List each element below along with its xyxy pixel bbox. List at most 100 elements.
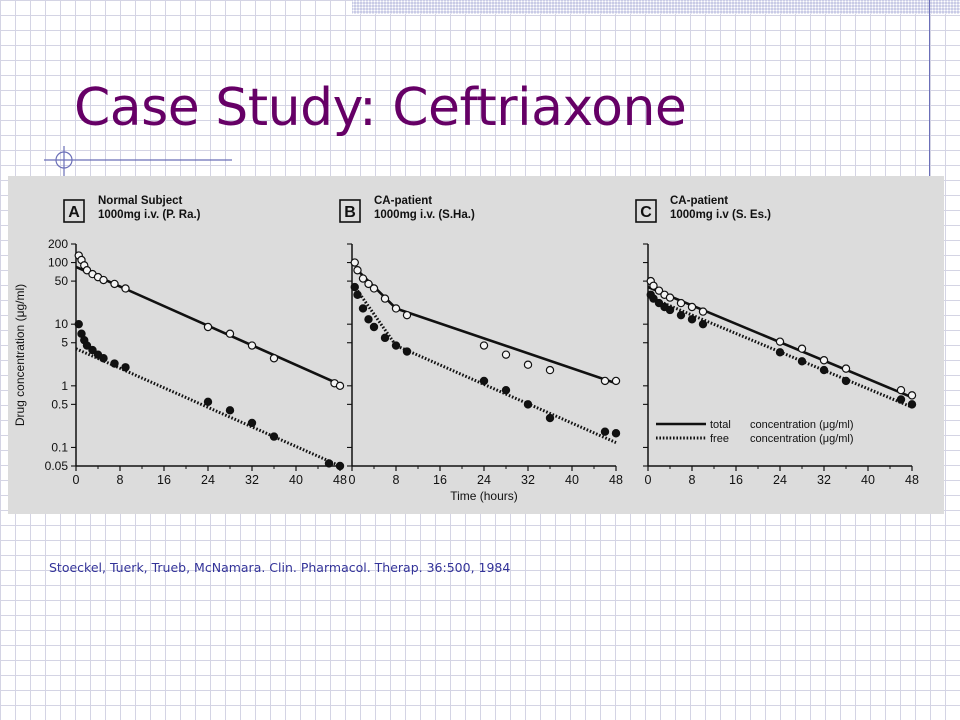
total-data-point — [335, 381, 345, 391]
x-axis-label: Time (hours) — [450, 489, 518, 503]
panel-letter: C — [640, 204, 652, 221]
free-data-point — [907, 400, 917, 409]
x-tick-label: 8 — [117, 473, 124, 487]
free-data-point — [364, 315, 373, 324]
free-fit-line — [356, 289, 617, 444]
x-tick-label: 16 — [157, 473, 171, 487]
free-data-point — [380, 333, 390, 343]
total-data-point — [545, 365, 555, 375]
legend-series-name: total — [710, 419, 731, 431]
x-tick-label: 40 — [565, 473, 579, 487]
right-accent-line — [929, 0, 930, 178]
free-data-point — [665, 305, 675, 315]
x-tick-label: 48 — [609, 473, 623, 487]
total-data-point — [654, 286, 664, 295]
total-data-point — [600, 376, 610, 386]
free-data-point — [523, 400, 533, 409]
free-data-point — [82, 341, 92, 350]
panel-a: 0 8 16 24 32 40 48 0.05 0.1 0.5 1 5 10 50 100 200 A Norma… — [13, 195, 347, 487]
free-data-point — [649, 294, 658, 303]
free-data-point — [545, 413, 555, 423]
total-data-point — [269, 354, 279, 363]
total-data-point — [819, 356, 829, 365]
free-data-point — [654, 298, 664, 308]
legend-series-unit: concentration (μg/ml) — [750, 419, 854, 431]
panel-letter: A — [68, 204, 80, 221]
crosshair-decoration-icon — [44, 146, 232, 176]
total-data-point — [841, 364, 851, 373]
free-data-point — [203, 397, 213, 407]
free-fit-line — [75, 347, 341, 468]
free-data-point — [501, 385, 511, 395]
y-tick-label: 10 — [55, 317, 69, 331]
free-data-point — [479, 376, 489, 386]
concentration-time-chart: 0 8 16 24 32 40 48 0.05 0.1 0.5 1 5 10 50 100 200 A Norma… — [13, 195, 919, 503]
panel-letter-box — [635, 199, 657, 223]
free-data-point — [600, 427, 610, 436]
free-data-point — [353, 290, 362, 299]
x-tick-label: 8 — [393, 473, 400, 487]
x-tick-label: 8 — [689, 473, 696, 487]
free-data-point — [324, 459, 334, 468]
x-tick-label: 24 — [201, 473, 215, 487]
free-data-point — [74, 319, 83, 329]
total-data-point — [380, 294, 390, 303]
free-data-point — [841, 376, 851, 386]
x-tick-label: 16 — [729, 473, 743, 487]
total-data-point — [121, 284, 130, 293]
citation: Stoeckel, Tuerk, Trueb, McNamara. Clin. … — [49, 560, 511, 575]
y-tick-label: 200 — [48, 237, 68, 251]
y-axis-label: Drug concentration (μg/ml) — [13, 284, 27, 426]
free-data-point — [687, 315, 697, 324]
total-data-point — [611, 376, 621, 386]
x-tick-label: 32 — [245, 473, 259, 487]
panel-title-line: CA-patient — [670, 195, 728, 207]
header-band — [352, 0, 960, 14]
x-tick-label: 24 — [477, 473, 491, 487]
pk-figure: 0 8 16 24 32 40 48 0.05 0.1 0.5 1 5 10 50 100 200 A Norma… — [8, 176, 944, 514]
free-data-point — [358, 304, 368, 313]
x-tick-label: 16 — [433, 473, 447, 487]
free-data-point — [247, 418, 257, 428]
total-data-point — [687, 302, 697, 312]
panel-title-line: CA-patient — [374, 195, 432, 207]
panel-letter: B — [344, 204, 356, 221]
total-data-point — [665, 293, 675, 302]
x-tick-label: 0 — [645, 473, 652, 487]
x-tick-label: 48 — [333, 473, 347, 487]
slide-title: Case Study: Ceftriaxone — [74, 78, 687, 138]
panel-title-line: 1000mg i.v. (P. Ra.) — [98, 209, 201, 221]
total-data-point — [358, 274, 368, 283]
total-data-point — [369, 284, 379, 293]
x-tick-label: 48 — [905, 473, 919, 487]
legend-series-unit: concentration (μg/ml) — [750, 433, 854, 445]
free-data-point — [402, 347, 412, 356]
x-tick-label: 24 — [773, 473, 787, 487]
total-data-point — [99, 275, 108, 285]
panel-b: 0 8 16 24 32 40 48 B CA-patient 1000mg i.v. (S.Ha… — [339, 195, 623, 503]
free-data-point — [775, 348, 785, 357]
total-data-point — [203, 322, 213, 332]
total-data-point — [896, 385, 906, 395]
y-tick-label: 50 — [55, 274, 69, 288]
x-tick-label: 32 — [817, 473, 831, 487]
y-tick-label: 100 — [48, 256, 68, 270]
x-tick-label: 0 — [349, 473, 356, 487]
free-data-point — [99, 354, 108, 363]
panel-title-line: 1000mg i.v. (S.Ha.) — [374, 209, 475, 221]
y-tick-label: 0.05 — [45, 459, 69, 473]
y-tick-label: 0.1 — [51, 440, 68, 454]
total-data-point — [402, 310, 412, 320]
x-tick-label: 32 — [521, 473, 535, 487]
panel-c: 0 8 16 24 32 40 48 C CA-patient 1000mg i.v (S. Es… — [635, 195, 919, 487]
total-data-point — [676, 298, 686, 308]
free-data-point — [369, 322, 379, 332]
free-data-point — [350, 282, 359, 292]
total-data-point — [523, 360, 533, 369]
y-tick-label: 1 — [61, 379, 68, 393]
total-data-point — [649, 281, 658, 290]
total-data-point — [797, 344, 807, 353]
free-data-point — [676, 310, 686, 320]
total-data-point — [82, 266, 92, 275]
free-data-point — [896, 395, 906, 404]
